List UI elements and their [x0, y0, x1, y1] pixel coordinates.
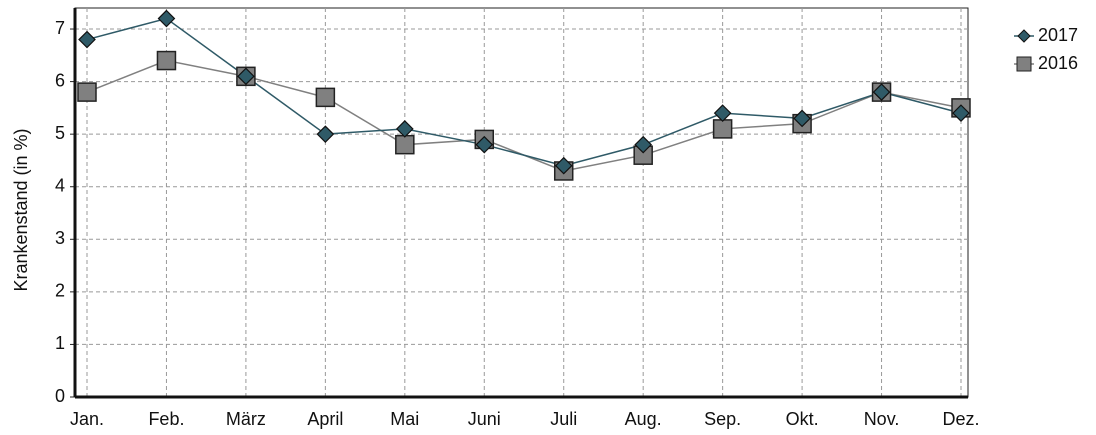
square-marker: [156, 50, 177, 71]
square-marker: [395, 134, 415, 155]
y-tick-label: 2: [55, 281, 65, 301]
diamond-marker: [634, 135, 653, 154]
diamond-marker: [713, 104, 732, 122]
diamond-marker: [952, 104, 970, 122]
y-tick-label: 6: [55, 70, 65, 90]
x-tick-label: Sep.: [704, 409, 741, 429]
x-tick-label: Jan.: [70, 409, 104, 429]
square-marker: [315, 87, 336, 108]
x-tick-label: Mai: [390, 409, 419, 429]
x-tick-label: Feb.: [148, 409, 184, 429]
x-tick-label: Dez.: [942, 409, 979, 429]
y-axis-label: Krankenstand (in %): [11, 128, 31, 291]
y-tick-label: 7: [55, 18, 65, 38]
diamond-marker: [78, 30, 96, 49]
legend-label: 2017: [1038, 25, 1078, 45]
plot-frame: [74, 7, 969, 398]
y-tick-label: 4: [55, 175, 65, 195]
x-tick-label: Juni: [468, 409, 501, 429]
y-tick-label: 0: [55, 386, 65, 406]
y-tick-label: 1: [55, 333, 65, 353]
y-tick-label: 5: [55, 123, 65, 143]
x-tick-label: April: [307, 409, 343, 429]
diamond-marker: [554, 156, 573, 175]
x-tick-label: Juli: [550, 409, 577, 429]
y-tick-label: 3: [55, 228, 65, 248]
x-tick-label: Okt.: [786, 409, 819, 429]
diamond-marker: [793, 109, 811, 128]
diamond-marker: [475, 135, 494, 154]
square-marker: [712, 119, 733, 139]
x-tick-label: Nov.: [864, 409, 900, 429]
diamond-marker: [237, 67, 255, 86]
square-marker: [77, 82, 97, 102]
x-tick-label: Aug.: [625, 409, 662, 429]
diamond-marker: [395, 120, 414, 138]
series-line: [86, 59, 962, 172]
legend-marker: [1017, 29, 1031, 43]
diamond-marker: [872, 83, 891, 101]
legend-label: 2016: [1038, 53, 1078, 73]
diamond-marker: [157, 9, 176, 28]
x-tick-label: März: [226, 409, 266, 429]
series-line: [86, 17, 962, 167]
legend-marker: [1016, 56, 1032, 72]
diamond-marker: [316, 125, 335, 144]
